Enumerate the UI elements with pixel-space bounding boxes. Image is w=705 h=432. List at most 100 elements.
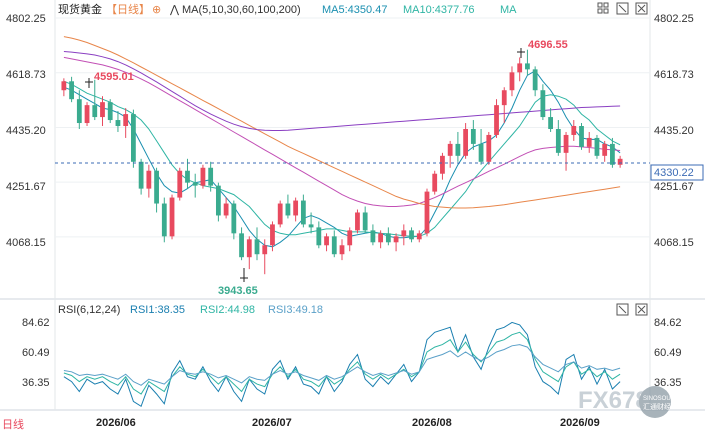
candle-body bbox=[509, 72, 515, 91]
price-tick-left-0: 4802.25 bbox=[6, 13, 46, 25]
candle bbox=[517, 57, 523, 82]
date-label-2: 2026/08 bbox=[412, 417, 452, 429]
candle-body bbox=[548, 117, 553, 129]
candle bbox=[61, 78, 67, 97]
candle-body bbox=[532, 69, 538, 91]
candle bbox=[200, 164, 206, 189]
watermark-brand: FX678 bbox=[578, 387, 649, 414]
price-tick-right-4: 4068.15 bbox=[654, 237, 694, 249]
annotation-high-1-text: 4595.01 bbox=[94, 71, 134, 83]
candle bbox=[494, 99, 499, 138]
period-footer-label: 日线 bbox=[2, 417, 24, 431]
price-grid bbox=[55, 17, 650, 238]
candle-body bbox=[579, 126, 584, 147]
candle bbox=[571, 120, 577, 141]
candle bbox=[478, 128, 484, 165]
candle bbox=[378, 230, 384, 249]
candle-body bbox=[200, 167, 206, 186]
candle-body bbox=[69, 81, 74, 100]
expand-icon[interactable] bbox=[616, 2, 629, 15]
candle bbox=[316, 221, 322, 249]
candle bbox=[440, 152, 445, 180]
rsi-axis-left: 84.62 60.49 36.35 bbox=[22, 317, 50, 389]
candle bbox=[239, 227, 244, 261]
candle-body bbox=[277, 203, 283, 225]
candle-body bbox=[308, 224, 314, 228]
header-legend: 现货黄金 【日线】 ⊕ ⋀ MA(5,10,30,60,100,200) MA5… bbox=[58, 2, 517, 16]
candle bbox=[92, 79, 98, 121]
rsi1-line bbox=[63, 321, 621, 408]
rsi-tick-right-2: 36.35 bbox=[654, 377, 682, 389]
candle bbox=[84, 102, 90, 127]
candle-body bbox=[571, 126, 577, 135]
candle-body bbox=[339, 245, 345, 255]
candle-body bbox=[478, 143, 484, 162]
candle-body bbox=[555, 128, 561, 153]
panel-frames bbox=[0, 0, 705, 411]
candle bbox=[355, 209, 360, 234]
candle-body bbox=[370, 230, 376, 243]
period-label[interactable]: 【日线】 bbox=[106, 2, 150, 16]
candle bbox=[123, 108, 129, 138]
candle bbox=[455, 131, 461, 162]
candle-body bbox=[84, 105, 90, 124]
candle-body bbox=[463, 128, 469, 156]
price-tick-left-3: 4251.67 bbox=[6, 181, 46, 193]
layout-grid-icon[interactable] bbox=[597, 2, 609, 14]
candle bbox=[339, 239, 345, 261]
instrument-name: 现货黄金 bbox=[58, 2, 102, 16]
rsi3-value: RSI3:49.18 bbox=[268, 304, 323, 316]
ma10-line bbox=[63, 80, 621, 237]
candle bbox=[300, 194, 306, 228]
candle-body bbox=[177, 170, 183, 198]
candle bbox=[146, 164, 152, 198]
rsi-legend: RSI(6,12,24) RSI1:38.35 RSI2:44.98 RSI3:… bbox=[58, 304, 323, 316]
add-indicator-icon[interactable]: ⊕ bbox=[152, 3, 161, 16]
candle-body bbox=[246, 239, 252, 258]
candle-body bbox=[455, 143, 461, 156]
ma-more-value: MA bbox=[500, 4, 517, 16]
watermark-line2: 汇通财经 bbox=[643, 402, 671, 411]
ma-label: MA(5,10,30,60,100,200) bbox=[182, 4, 301, 16]
candle-body bbox=[161, 203, 167, 237]
annotation-high-2: 4696.55 bbox=[517, 39, 568, 58]
candle bbox=[138, 158, 144, 195]
rsi-close-icon[interactable] bbox=[635, 303, 648, 316]
candle-body bbox=[447, 143, 453, 156]
candle-body bbox=[362, 212, 368, 231]
candle-body bbox=[146, 170, 152, 189]
candle-body bbox=[123, 114, 129, 127]
candle bbox=[177, 167, 183, 201]
candle-body bbox=[254, 239, 260, 255]
candle bbox=[463, 123, 469, 159]
candle bbox=[501, 87, 507, 124]
candle bbox=[131, 109, 136, 168]
candle-body bbox=[432, 173, 438, 192]
candle bbox=[548, 108, 553, 132]
candle-body bbox=[92, 105, 98, 118]
candle-body bbox=[331, 236, 337, 255]
date-axis: 2026/06 2026/07 2026/08 2026/09 bbox=[96, 417, 600, 429]
candle bbox=[161, 197, 167, 243]
candle-body bbox=[602, 143, 608, 156]
candle-body bbox=[525, 63, 530, 70]
candle bbox=[362, 206, 368, 234]
candle bbox=[563, 131, 569, 171]
ma5-line bbox=[63, 70, 621, 248]
chart-type-icon[interactable]: ⋀ bbox=[169, 3, 180, 16]
candle-body bbox=[192, 182, 198, 186]
candle bbox=[370, 224, 376, 246]
candle bbox=[107, 99, 113, 124]
rsi2-line bbox=[63, 331, 621, 395]
rsi-tick-left-1: 60.49 bbox=[22, 347, 50, 359]
rsi-expand-icon[interactable] bbox=[616, 303, 629, 316]
close-icon[interactable] bbox=[635, 2, 648, 15]
candle-body bbox=[494, 105, 499, 135]
annotation-low: 3943.65 bbox=[218, 268, 258, 297]
candle-body bbox=[517, 63, 523, 73]
candle bbox=[447, 140, 453, 168]
candle-body bbox=[617, 158, 623, 165]
rsi-label: RSI(6,12,24) bbox=[58, 304, 120, 316]
price-tick-right-0: 4802.25 bbox=[654, 13, 694, 25]
annotation-low-text: 3943.65 bbox=[218, 285, 258, 297]
